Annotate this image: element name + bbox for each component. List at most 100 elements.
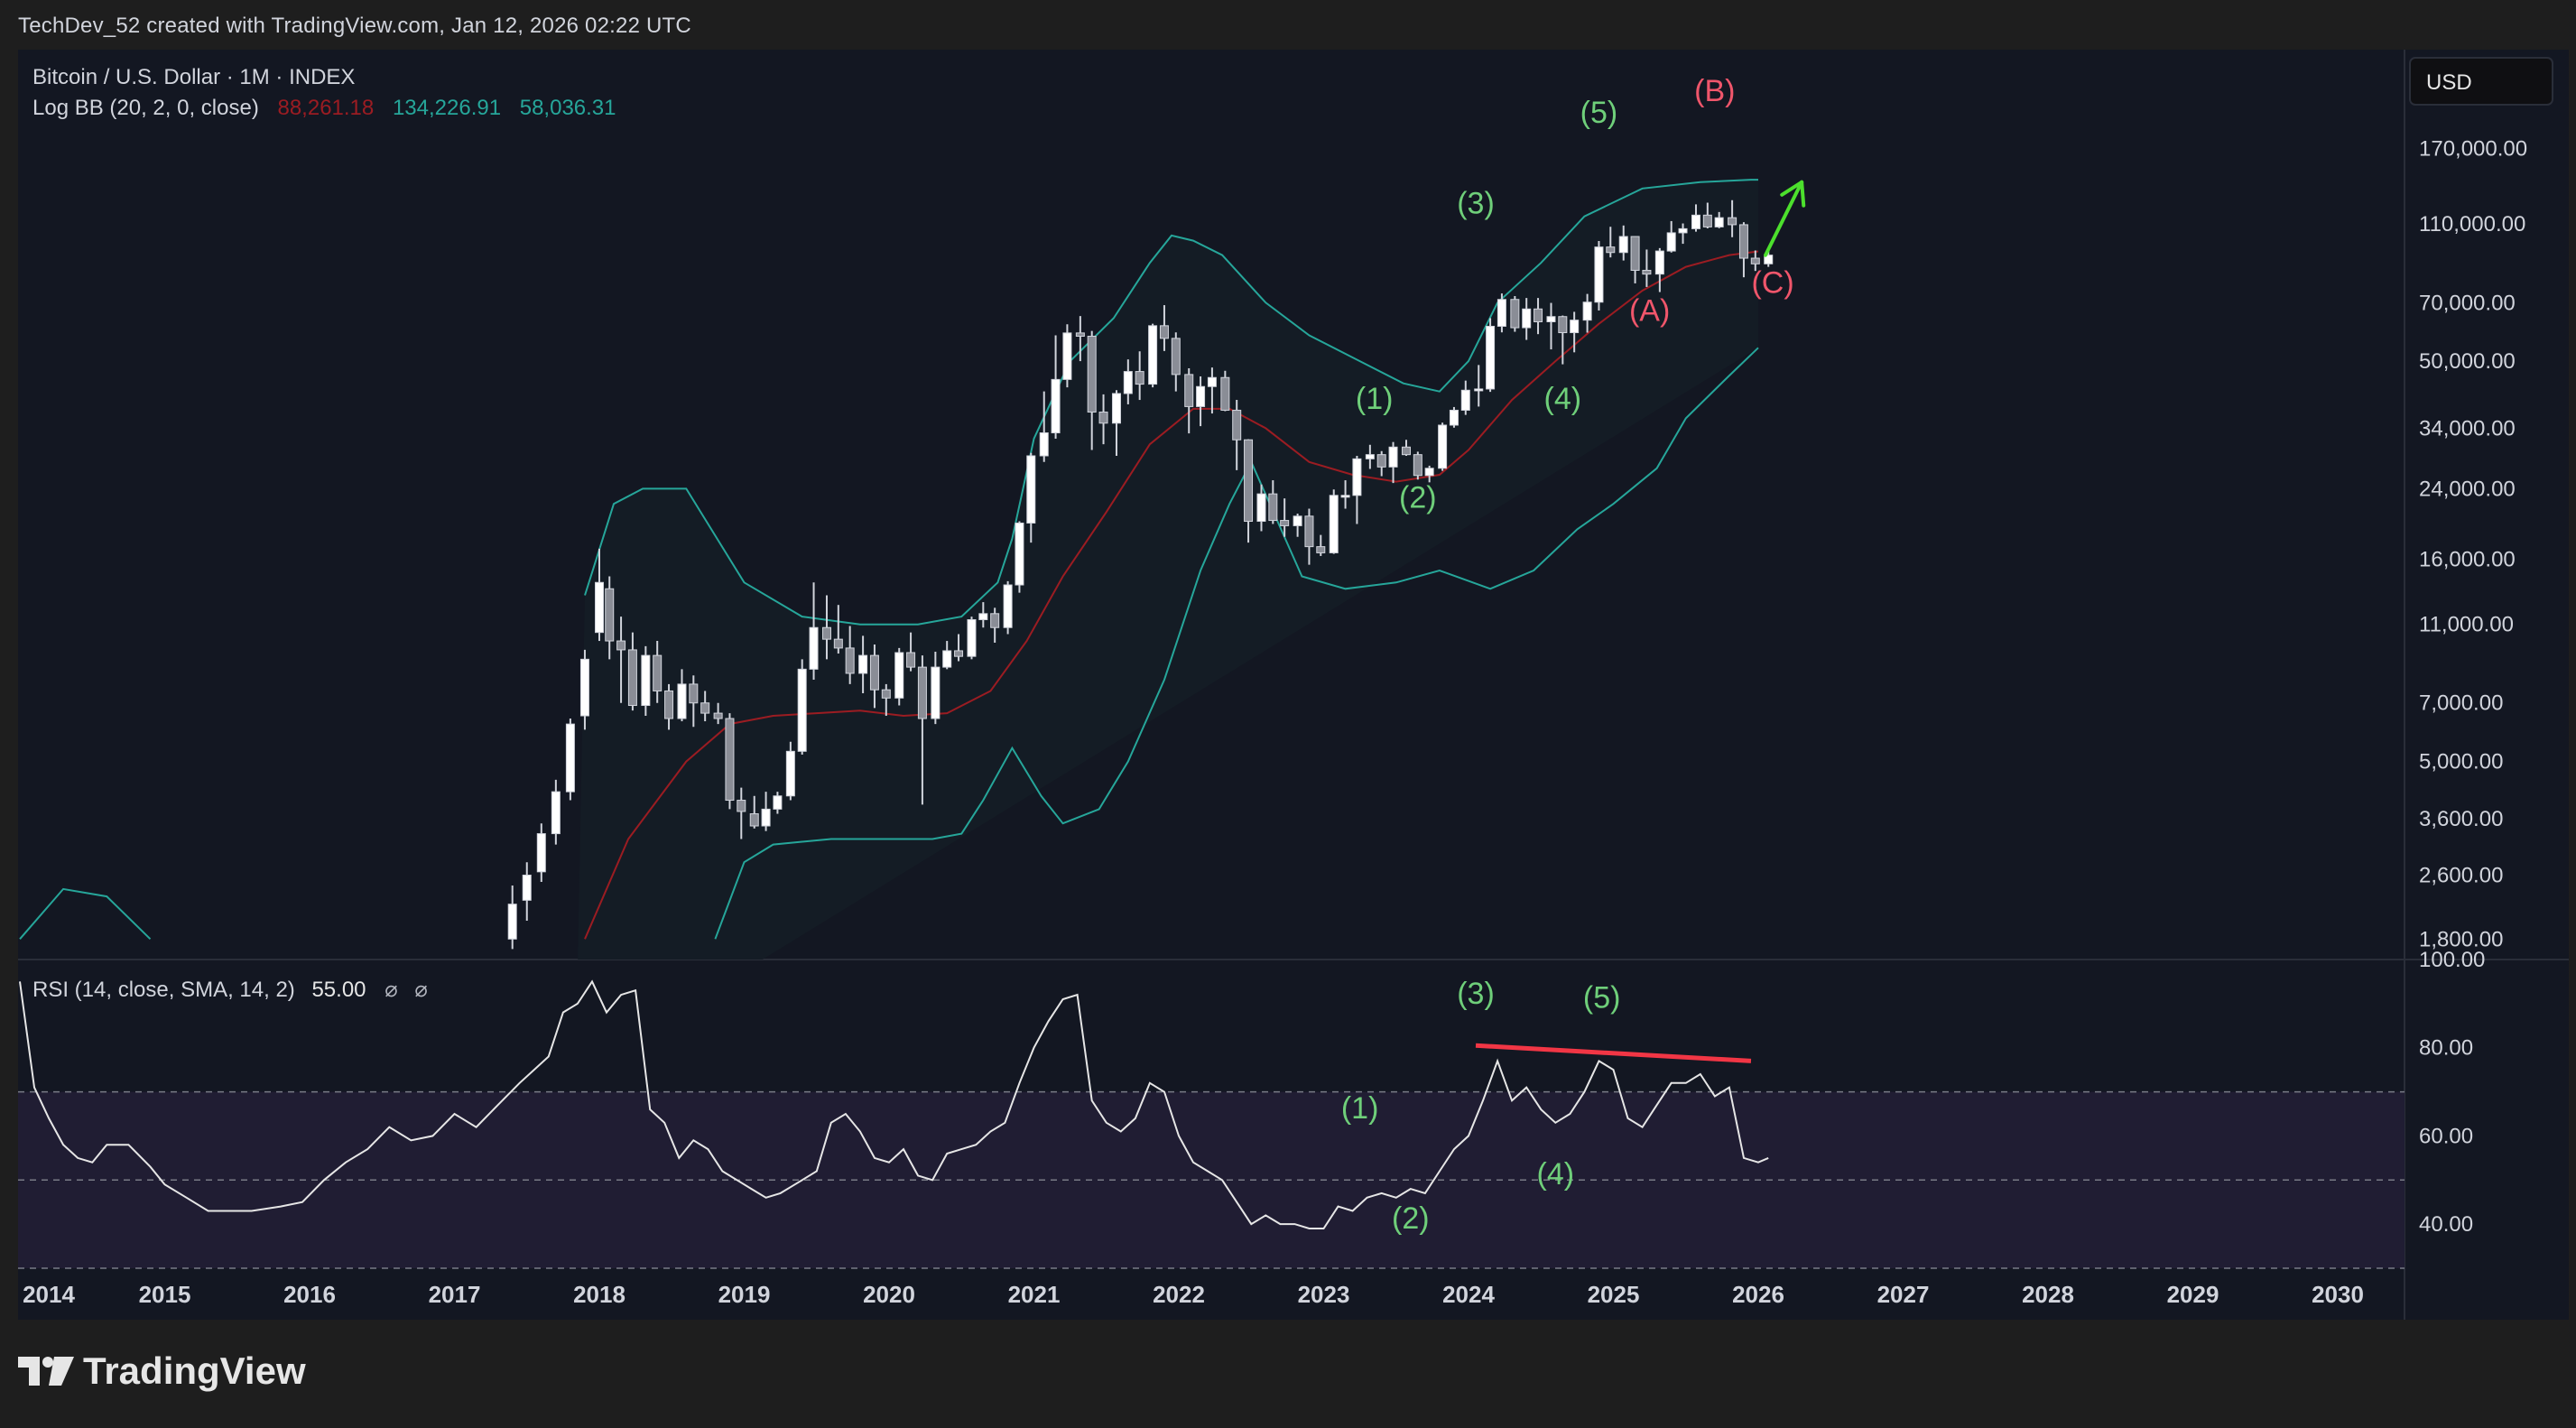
candle-body[interactable] bbox=[954, 650, 964, 657]
candle-body[interactable] bbox=[978, 613, 988, 621]
candle-body[interactable] bbox=[1654, 250, 1664, 275]
candle-body[interactable] bbox=[1642, 269, 1652, 275]
candle-body[interactable] bbox=[1582, 301, 1592, 321]
wave-label[interactable]: (3) bbox=[1457, 186, 1495, 220]
legend-indicator[interactable]: Log BB (20, 2, 0, close) 88,261.18 134,2… bbox=[32, 96, 616, 120]
wave-label[interactable]: (B) bbox=[1694, 74, 1735, 108]
candle-body[interactable] bbox=[1449, 409, 1459, 426]
wave-label[interactable]: (C) bbox=[1751, 266, 1793, 301]
candle-body[interactable] bbox=[1051, 378, 1061, 434]
candle-body[interactable] bbox=[1171, 338, 1181, 376]
wave-label[interactable]: (5) bbox=[1580, 96, 1618, 130]
candle-body[interactable] bbox=[1438, 424, 1448, 469]
candle-body[interactable] bbox=[689, 683, 699, 704]
candle-body[interactable] bbox=[869, 654, 879, 691]
candle-body[interactable] bbox=[942, 650, 952, 668]
candle-body[interactable] bbox=[1244, 439, 1254, 523]
currency-button[interactable] bbox=[2409, 57, 2553, 106]
tradingview-brand[interactable]: TradingView bbox=[18, 1349, 306, 1393]
wave-label[interactable]: (A) bbox=[1629, 294, 1670, 329]
candle-body[interactable] bbox=[579, 658, 589, 717]
candle-body[interactable] bbox=[809, 626, 819, 670]
candle-body[interactable] bbox=[1293, 515, 1302, 526]
candle-body[interactable] bbox=[1486, 325, 1496, 390]
candle-body[interactable] bbox=[664, 690, 674, 719]
candle-body[interactable] bbox=[1750, 257, 1760, 264]
candle-body[interactable] bbox=[605, 588, 615, 642]
legend-symbol[interactable]: Bitcoin / U.S. Dollar · 1M · INDEX bbox=[32, 65, 355, 89]
candle-body[interactable] bbox=[1606, 246, 1616, 254]
candle-body[interactable] bbox=[1304, 515, 1314, 548]
candle-body[interactable] bbox=[1630, 236, 1640, 271]
rsi-legend[interactable]: RSI (14, close, SMA, 14, 2) 55.00 ⌀ ⌀ bbox=[32, 978, 428, 1002]
candle-body[interactable] bbox=[1352, 458, 1362, 496]
candle-body[interactable] bbox=[737, 800, 746, 812]
candle-body[interactable] bbox=[785, 750, 795, 797]
rsi-wave-label[interactable]: (1) bbox=[1341, 1091, 1379, 1126]
candle-body[interactable] bbox=[1496, 299, 1506, 327]
candle-body[interactable] bbox=[551, 791, 561, 835]
candle-body[interactable] bbox=[1062, 332, 1072, 380]
candle-body[interactable] bbox=[1522, 308, 1532, 329]
candle-body[interactable] bbox=[1691, 214, 1700, 229]
candle-body[interactable] bbox=[761, 808, 771, 827]
candle-body[interactable] bbox=[990, 613, 1000, 628]
candle-body[interactable] bbox=[1728, 217, 1737, 226]
candle-body[interactable] bbox=[1075, 332, 1085, 337]
up-arrow-icon[interactable] bbox=[1764, 180, 1804, 257]
price-scale[interactable] bbox=[2405, 50, 2569, 1320]
candle-body[interactable] bbox=[1413, 454, 1422, 477]
empty-set-icon[interactable]: ⌀ bbox=[414, 978, 427, 1002]
candle-body[interactable] bbox=[1123, 371, 1133, 394]
candle-body[interactable] bbox=[641, 654, 651, 707]
candle-body[interactable] bbox=[1376, 454, 1386, 468]
candle-body[interactable] bbox=[565, 723, 575, 793]
rsi-series-line[interactable] bbox=[19, 979, 1769, 1229]
candle-body[interactable] bbox=[1111, 393, 1121, 424]
wave-label[interactable]: (4) bbox=[1544, 382, 1582, 416]
candle-body[interactable] bbox=[1738, 224, 1748, 259]
candle-body[interactable] bbox=[1702, 214, 1712, 227]
candle-body[interactable] bbox=[797, 668, 807, 752]
candle-body[interactable] bbox=[1365, 454, 1375, 459]
candle-body[interactable] bbox=[749, 813, 759, 827]
rsi-wave-label[interactable]: (4) bbox=[1537, 1157, 1575, 1192]
candle-body[interactable] bbox=[967, 619, 977, 657]
candle-body[interactable] bbox=[881, 689, 891, 699]
candle-body[interactable] bbox=[1340, 495, 1350, 498]
candle-body[interactable] bbox=[1280, 520, 1290, 526]
candle-body[interactable] bbox=[595, 581, 604, 634]
candle-body[interactable] bbox=[1148, 325, 1158, 385]
candle-body[interactable] bbox=[1098, 412, 1108, 424]
candle-body[interactable] bbox=[536, 833, 546, 873]
candle-body[interactable] bbox=[725, 718, 735, 802]
candle-body[interactable] bbox=[1594, 246, 1604, 303]
candle-body[interactable] bbox=[1316, 546, 1326, 553]
candle-body[interactable] bbox=[1087, 335, 1097, 413]
candle-body[interactable] bbox=[906, 652, 916, 668]
empty-set-icon[interactable]: ⌀ bbox=[385, 978, 397, 1002]
candle-body[interactable] bbox=[700, 702, 710, 714]
candle-body[interactable] bbox=[821, 626, 831, 640]
candle-body[interactable] bbox=[1546, 316, 1556, 322]
candle-body[interactable] bbox=[917, 666, 927, 719]
candle-body[interactable] bbox=[1003, 584, 1013, 628]
rsi-wave-label[interactable]: (2) bbox=[1392, 1201, 1430, 1236]
candle-body[interactable] bbox=[1329, 495, 1339, 553]
candle-body[interactable] bbox=[1039, 432, 1049, 457]
candle-body[interactable] bbox=[1232, 409, 1242, 440]
candle-body[interactable] bbox=[616, 640, 626, 651]
candle-body[interactable] bbox=[1570, 320, 1580, 334]
candle-body[interactable] bbox=[894, 652, 904, 699]
rsi-wave-label[interactable]: (5) bbox=[1583, 981, 1621, 1015]
candle-body[interactable] bbox=[1135, 371, 1144, 385]
candle-body[interactable] bbox=[1015, 522, 1024, 586]
candle-body[interactable] bbox=[1196, 385, 1206, 407]
candle-body[interactable] bbox=[1678, 227, 1688, 234]
candle-body[interactable] bbox=[1460, 389, 1470, 411]
candle-body[interactable] bbox=[1618, 236, 1628, 254]
candle-body[interactable] bbox=[845, 647, 855, 674]
candle-body[interactable] bbox=[627, 649, 637, 707]
candle-body[interactable] bbox=[1474, 388, 1484, 392]
